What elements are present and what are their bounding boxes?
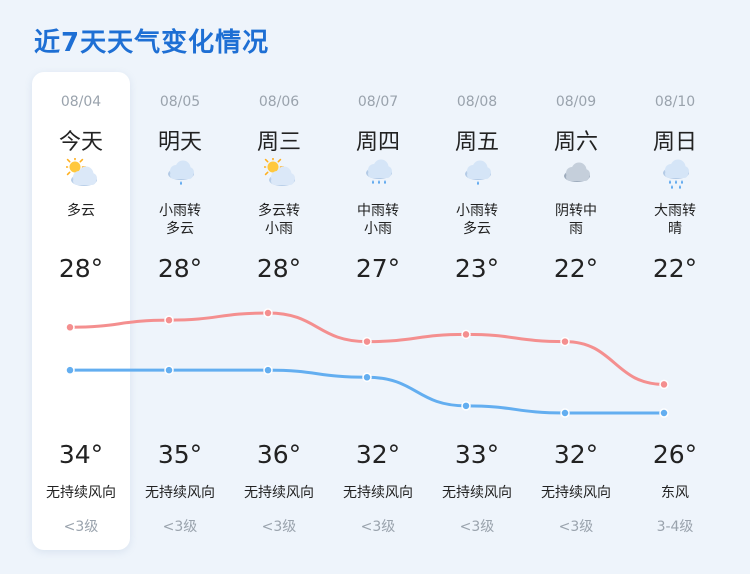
wind-level: <3级: [558, 519, 594, 535]
upper-temperature-point: [263, 308, 273, 318]
day-date: 08/06: [258, 94, 300, 110]
wind-direction: 无持续风向: [343, 485, 413, 501]
weather-condition: 大雨转 晴: [654, 203, 696, 237]
wind-direction: 无持续风向: [244, 485, 314, 501]
lower-temperature-point: [263, 365, 273, 375]
lower-temperature-point: [65, 365, 75, 375]
weather-condition: 中雨转 小雨: [357, 203, 399, 237]
upper-temperature-point: [461, 329, 471, 340]
heavy-rain-icon: [660, 158, 692, 190]
day-weekday: 周五: [454, 130, 499, 155]
upper-temperature-point: [65, 322, 75, 333]
today-highlight-card: [32, 72, 130, 550]
day-date: 08/09: [555, 94, 597, 110]
wind-direction: 无持续风向: [442, 485, 512, 501]
temperature-bottom: 33°: [454, 440, 500, 469]
day-column: 08/07 周四 中雨转 小雨 27° 32° 无持续风向 <3级: [329, 72, 427, 550]
wind-direction: 无持续风向: [46, 485, 116, 501]
upper-temperature-point: [362, 336, 372, 347]
light-rain-icon: [165, 158, 197, 190]
day-weekday: 周六: [553, 130, 598, 155]
temperature-top: 27°: [355, 254, 401, 283]
light-rain-icon: [462, 158, 494, 190]
wind-level: <3级: [459, 519, 495, 535]
day-weekday: 周三: [256, 130, 301, 155]
temperature-top: 23°: [454, 254, 500, 283]
temperature-top: 28°: [256, 254, 302, 283]
day-column: 08/04 今天 多云 28° 34° 无持续风向 <3级: [32, 72, 130, 550]
day-column: 08/09 周六 阴转中 雨 22° 32° 无持续风向 <3级: [527, 72, 625, 550]
temperature-bottom: 32°: [553, 440, 599, 469]
upper-temperature-point: [560, 336, 570, 347]
day-date: 08/07: [357, 94, 399, 110]
page-title: 近7天天气变化情况: [34, 28, 270, 58]
day-weekday: 今天: [58, 130, 103, 155]
temperature-top: 22°: [652, 254, 698, 283]
overcast-icon: [561, 158, 593, 190]
weather-condition: 小雨转 多云: [159, 203, 201, 237]
day-date: 08/04: [60, 94, 102, 110]
moderate-rain-icon: [363, 158, 395, 190]
temperature-top: 28°: [58, 254, 104, 283]
wind-level: 3-4级: [656, 519, 694, 535]
weather-condition: 多云: [67, 203, 95, 219]
partly-cloudy-icon: [63, 155, 98, 190]
weather-condition: 阴转中 雨: [555, 203, 597, 237]
weather-condition: 多云转 小雨: [258, 203, 300, 237]
lower-temperature-point: [164, 365, 174, 375]
wind-level: <3级: [360, 519, 396, 535]
temperature-bottom: 34°: [58, 440, 104, 469]
day-column: 08/05 明天 小雨转 多云 28° 35° 无持续风向 <3级: [131, 72, 229, 550]
day-weekday: 明天: [157, 130, 202, 155]
wind-level: <3级: [63, 519, 99, 535]
wind-level: <3级: [162, 519, 198, 535]
temperature-top: 22°: [553, 254, 599, 283]
wind-direction: 东风: [661, 485, 689, 501]
upper-temperature-point: [659, 379, 669, 390]
wind-direction: 无持续风向: [145, 485, 215, 501]
day-weekday: 周四: [355, 130, 400, 155]
day-column: 08/06 周三 多云转 小雨 28° 36° 无持续风向 <3级: [230, 72, 328, 550]
temperature-bottom: 36°: [256, 440, 302, 469]
lower-temperature-point: [659, 408, 669, 418]
day-date: 08/05: [159, 94, 201, 110]
temperature-bottom: 35°: [157, 440, 203, 469]
lower-temperature-point: [560, 408, 570, 418]
weather-condition: 小雨转 多云: [456, 203, 498, 237]
day-date: 08/08: [456, 94, 498, 110]
temperature-bottom: 32°: [355, 440, 401, 469]
lower-temperature-point: [362, 372, 372, 383]
lower-temperature-point: [461, 401, 471, 411]
temperature-bottom: 26°: [652, 440, 698, 469]
day-weekday: 周日: [652, 130, 697, 155]
wind-level: <3级: [261, 519, 297, 535]
day-column: 08/10 周日 大雨转 晴 22° 26° 东风 3-4级: [626, 72, 724, 550]
wind-direction: 无持续风向: [541, 485, 611, 501]
day-date: 08/10: [654, 94, 696, 110]
partly-cloudy-icon: [261, 155, 296, 190]
temperature-top: 28°: [157, 254, 203, 283]
day-column: 08/08 周五 小雨转 多云 23° 33° 无持续风向 <3级: [428, 72, 526, 550]
upper-temperature-point: [164, 315, 174, 325]
